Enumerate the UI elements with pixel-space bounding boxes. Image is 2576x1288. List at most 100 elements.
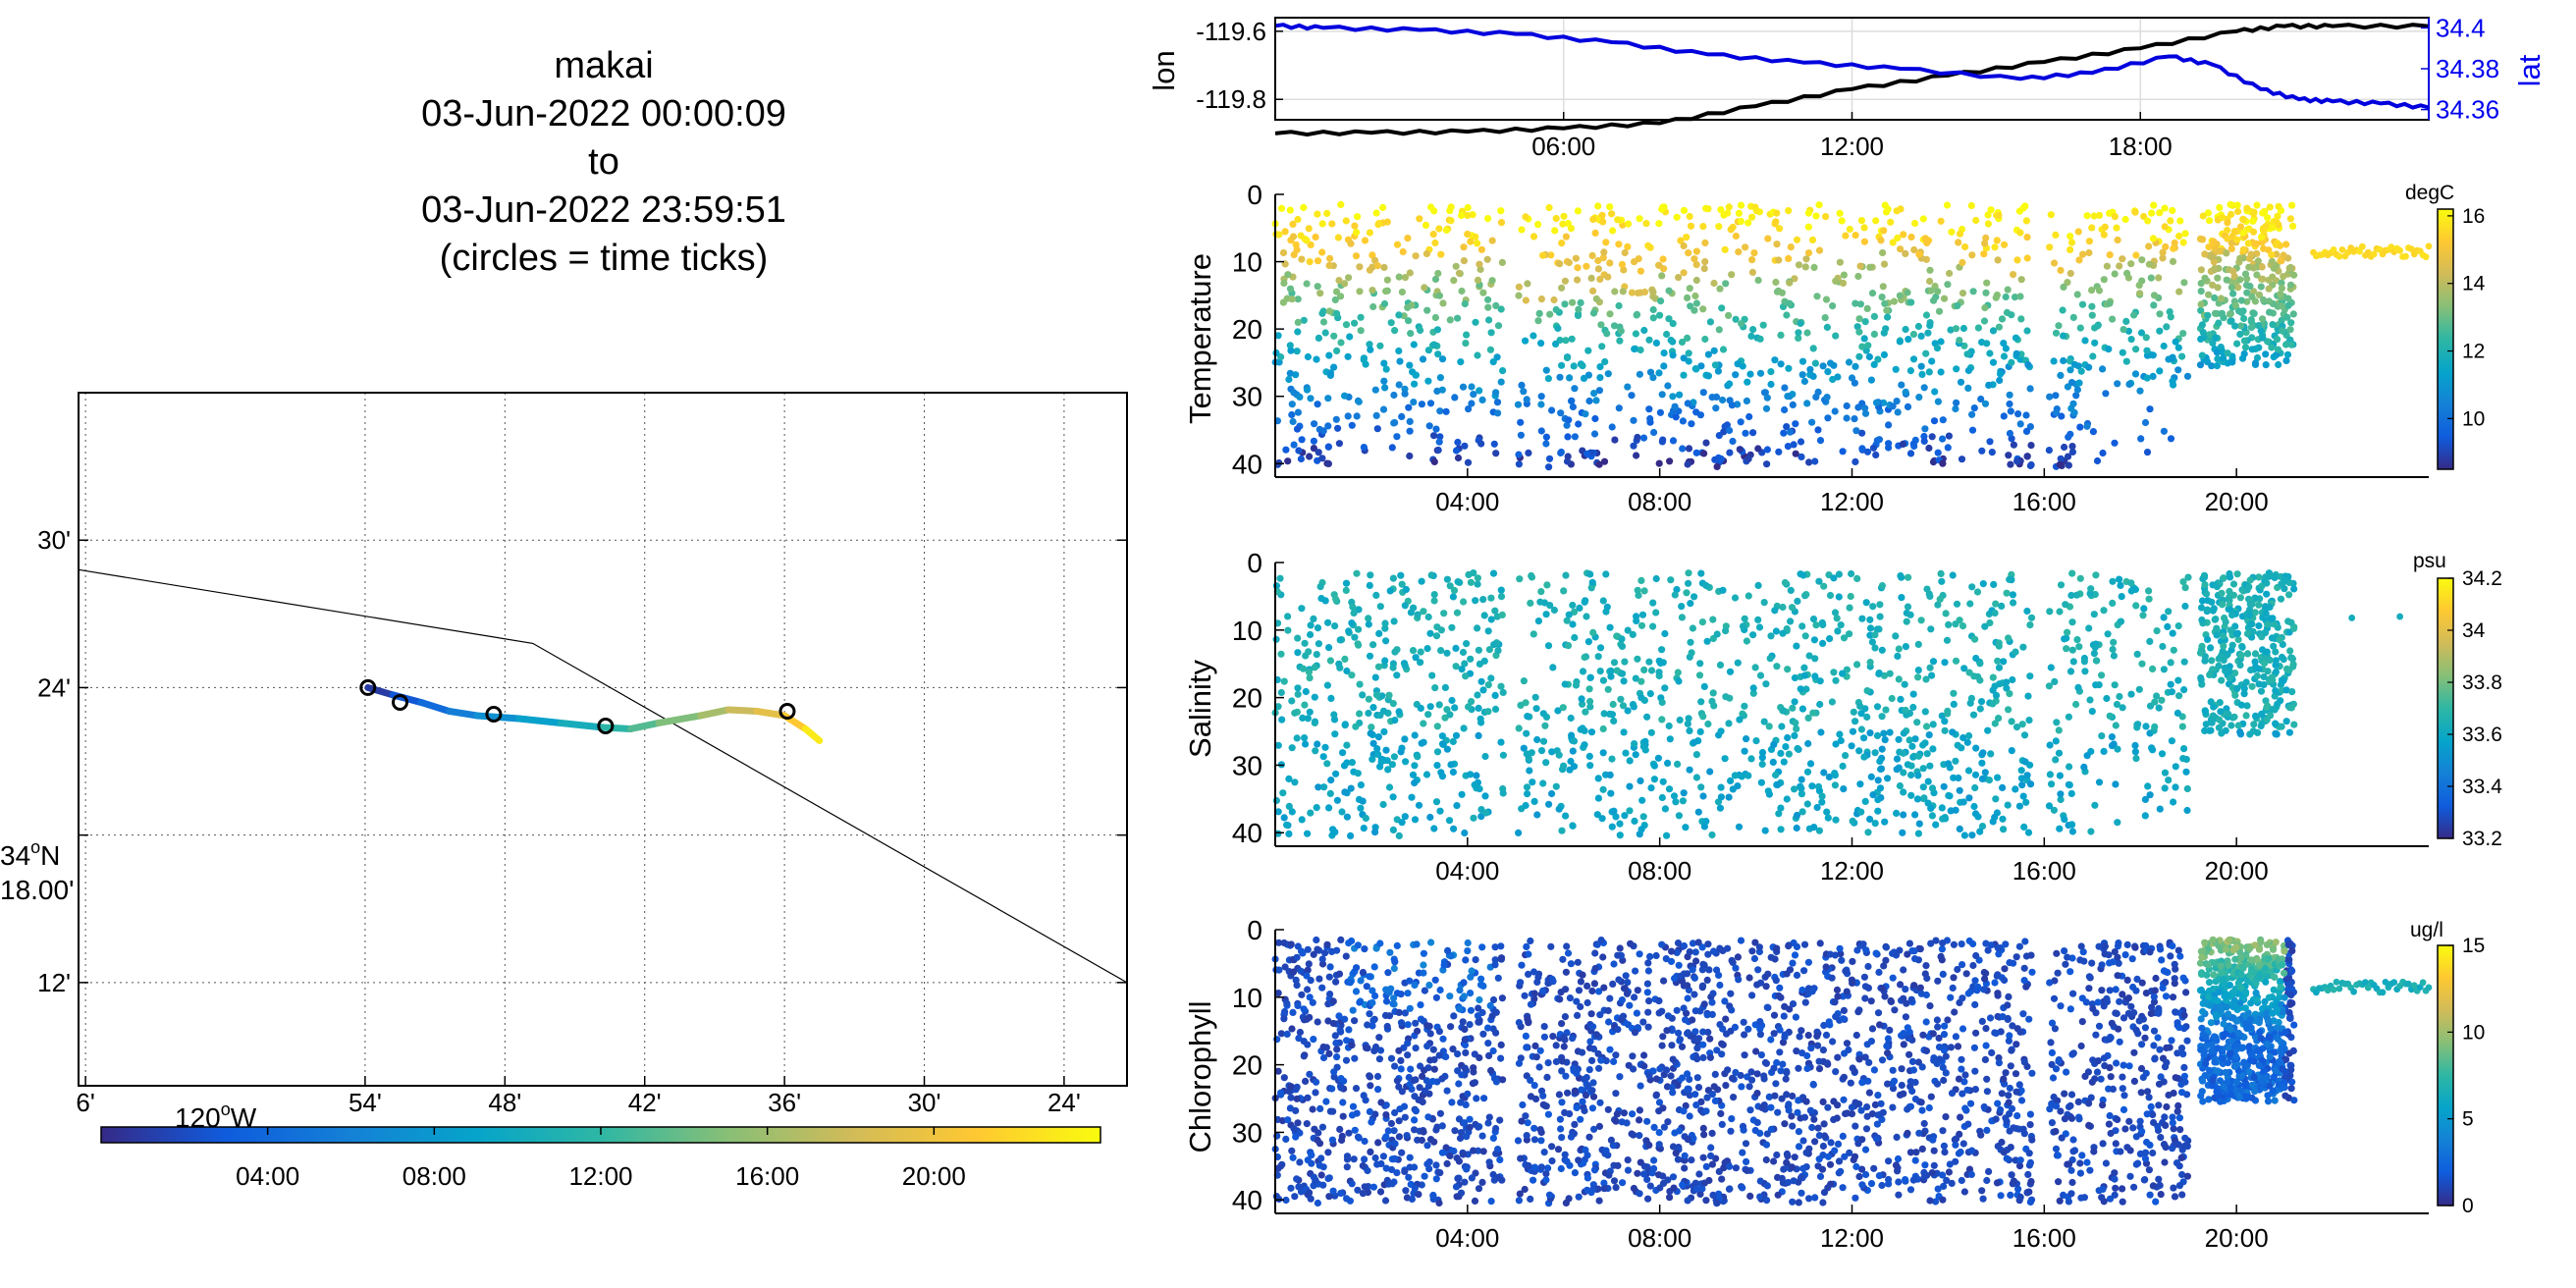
salinity-point (1749, 689, 1757, 697)
temperature-point (2235, 307, 2243, 315)
time-colorbar-tick-label: 16:00 (735, 1161, 799, 1191)
temperature-point (1805, 458, 1813, 466)
salinity-point (2168, 737, 2175, 745)
salinity-point (1602, 570, 1610, 578)
temperature-point (1861, 409, 1870, 417)
chlorophyll-point (1898, 1081, 1905, 1090)
salinity-point (1666, 735, 1674, 743)
chlorophyll-point (1820, 1120, 1828, 1128)
temperature-point (1539, 251, 1547, 259)
chlorophyll-point (1343, 1195, 1351, 1203)
salinity-point (1539, 710, 1547, 718)
temperature-point (1719, 396, 1727, 404)
salinity-point (1587, 728, 1596, 736)
salinity-point (2208, 598, 2216, 606)
salinity-point (2012, 648, 2019, 656)
salinity-point (1915, 820, 1923, 828)
salinity-point (1849, 817, 1856, 826)
temperature-point (1515, 451, 1523, 458)
chlorophyll-point (1751, 1126, 1759, 1135)
chlorophyll-point (1345, 1026, 1353, 1034)
salinity-point (1467, 655, 1475, 663)
temperature-point (1545, 463, 1553, 471)
chlorophyll-point (1374, 1086, 1382, 1094)
salinity-point (1284, 626, 1292, 634)
chlorophyll-point (1619, 1179, 1627, 1187)
chlorophyll-point (1980, 1102, 1988, 1111)
temperature-point (1815, 246, 1824, 254)
salinity-point (1599, 785, 1607, 793)
temperature-point (1310, 437, 1317, 445)
temperature-point (1306, 258, 1314, 266)
chlorophyll-point (1772, 1080, 1780, 1088)
temperature-point (1597, 321, 1605, 329)
temperature-point (1395, 347, 1403, 355)
temperature-point (1450, 277, 1458, 285)
temperature-point (1334, 234, 1342, 242)
chlorophyll-point (1414, 1027, 1422, 1035)
temperature-point (1407, 330, 1415, 338)
temperature-point (1640, 326, 1648, 335)
temperature-point (1430, 207, 1438, 215)
temperature-point (2290, 271, 2298, 279)
temperature-point (2284, 295, 2292, 302)
temperature-point (1634, 289, 1642, 297)
track-segment (697, 706, 732, 720)
salinity-point (2263, 579, 2271, 587)
salinity-point (1817, 728, 1825, 736)
salinity-point (1460, 724, 1468, 732)
temperature-point (2131, 370, 2140, 378)
temperature-point (1864, 342, 1872, 349)
salinity-point (1332, 595, 1340, 603)
temperature-point (1839, 279, 1848, 287)
temperature-point (2269, 224, 2277, 232)
salinity-point (2109, 645, 2117, 654)
chlorophyll-point (1424, 1064, 1432, 1072)
salinity-point (1426, 629, 1434, 637)
temperature-point (1784, 443, 1792, 451)
temperature-point (1831, 407, 1839, 415)
temperature-point (1715, 326, 1723, 334)
salinity-point (1365, 695, 1372, 703)
temperature-point (1785, 364, 1793, 372)
salinity-point (1900, 811, 1907, 819)
salinity-point (2243, 629, 2252, 638)
salinity-point (1735, 823, 1744, 831)
salinity-point (1898, 573, 1905, 581)
salinity-point (2260, 680, 2268, 689)
temperature-point (1590, 430, 1599, 438)
salinity-point (2158, 696, 2166, 704)
salinity-point (1484, 681, 1492, 689)
temperature-point (1725, 203, 1733, 211)
temperature-point (1952, 325, 1960, 333)
temperature-point (1708, 394, 1716, 402)
salinity-point (1654, 754, 1662, 762)
salinity-point (2220, 632, 2227, 640)
track-segment (445, 707, 481, 720)
temperature-point (2091, 339, 2099, 347)
temperature-point (2247, 316, 2255, 324)
temperature-point (1326, 371, 1334, 379)
temperature-point (2212, 334, 2220, 342)
temperature-point (1487, 329, 1495, 337)
temperature-point (1430, 432, 1438, 440)
temperature-point (1988, 449, 1996, 456)
salinity-point (1798, 784, 1805, 792)
salinity-point (1892, 632, 1900, 640)
temperature-point (2081, 337, 2089, 345)
salinity-point (1665, 785, 1674, 793)
temperature-point (1602, 239, 1610, 246)
salinity-point (2055, 749, 2064, 757)
salinity-point (1736, 716, 1744, 724)
salinity-point (1449, 768, 1457, 777)
salinity-point (2110, 638, 2118, 646)
salinity-point (1952, 657, 1960, 665)
temperature-point (2278, 285, 2285, 293)
chlorophyll-point (1770, 1157, 1778, 1165)
temperature-point (1352, 252, 1361, 260)
salinity-point (1722, 693, 1730, 701)
salinity-point (1713, 630, 1721, 638)
temperature-point (1823, 394, 1831, 402)
temperature-point (1447, 217, 1455, 225)
